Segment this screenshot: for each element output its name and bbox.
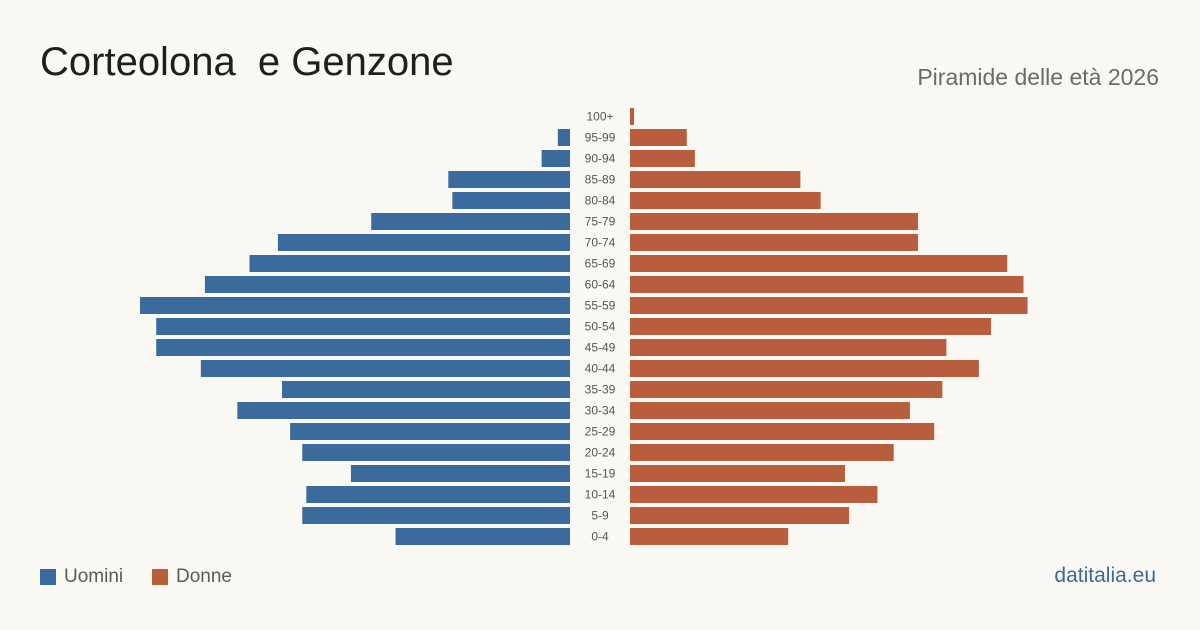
bar-women-60-64 [630,276,1024,293]
age-group-label: 30-34 [585,404,616,418]
age-group-label: 85-89 [585,173,616,187]
bar-women-65-69 [630,255,1008,272]
age-group-label: 0-4 [591,530,609,544]
age-group-label: 10-14 [585,488,616,502]
age-group-label: 25-29 [585,425,616,439]
bar-men-0-4 [395,528,570,545]
bar-men-45-49 [156,339,570,356]
bar-men-50-54 [156,318,570,335]
chart-subtitle: Piramide delle età 2026 [917,64,1159,90]
bar-women-55-59 [630,297,1028,314]
bar-women-30-34 [630,402,910,419]
bar-men-35-39 [281,381,570,398]
bar-men-15-19 [350,465,570,482]
bar-men-5-9 [302,507,570,524]
age-group-label: 65-69 [585,257,616,271]
age-group-label: 75-79 [585,215,616,229]
age-group-label: 40-44 [585,362,616,376]
bar-men-80-84 [452,192,570,209]
age-group-label: 100+ [586,110,613,124]
bar-men-60-64 [204,276,571,293]
age-group-label: 35-39 [585,383,616,397]
bar-men-95-99 [557,129,570,146]
bar-women-95-99 [630,129,687,146]
age-group-label: 5-9 [591,509,609,523]
legend-swatch-women [152,569,168,585]
age-group-label: 95-99 [585,131,616,145]
bar-women-35-39 [630,381,943,398]
age-group-label: 45-49 [585,341,616,355]
bar-women-70-74 [630,234,919,251]
bar-women-80-84 [630,192,821,209]
age-group-label: 90-94 [585,152,616,166]
legend-item-men: Uomini [40,566,123,588]
bar-men-65-69 [249,255,570,272]
age-group-label: 55-59 [585,299,616,313]
bar-women-40-44 [630,360,979,377]
legend-label-men: Uomini [64,566,124,587]
bar-women-85-89 [630,171,801,188]
age-group-label: 60-64 [585,278,616,292]
bar-women-5-9 [630,507,850,524]
bar-women-0-4 [630,528,789,545]
age-group-label: 80-84 [585,194,616,208]
bar-women-25-29 [630,423,935,440]
bar-men-55-59 [140,297,570,314]
bar-men-75-79 [371,213,570,230]
legend-label-women: Donne [176,566,232,587]
age-group-label: 70-74 [585,236,616,250]
bar-men-30-34 [237,402,570,419]
bar-women-15-19 [630,465,845,482]
bar-men-70-74 [277,234,570,251]
age-group-label: 50-54 [585,320,616,334]
page-title: Corteolona e Genzone [40,40,454,84]
legend-item-women: Donne [152,566,232,588]
bar-men-40-44 [200,360,570,377]
bar-men-20-24 [302,444,570,461]
bar-women-50-54 [630,318,992,335]
bar-men-90-94 [541,150,570,167]
bar-women-100+ [630,108,635,125]
legend-swatch-men [40,569,56,585]
age-group-label: 15-19 [585,467,616,481]
source-link[interactable]: datitalia.eu [1054,564,1156,587]
bar-women-10-14 [630,486,878,503]
bar-women-75-79 [630,213,919,230]
bar-women-45-49 [630,339,947,356]
bar-women-20-24 [630,444,894,461]
bar-men-85-89 [448,171,570,188]
age-group-label: 20-24 [585,446,616,460]
bar-men-10-14 [306,486,570,503]
bar-men-25-29 [290,423,570,440]
bar-women-90-94 [630,150,695,167]
